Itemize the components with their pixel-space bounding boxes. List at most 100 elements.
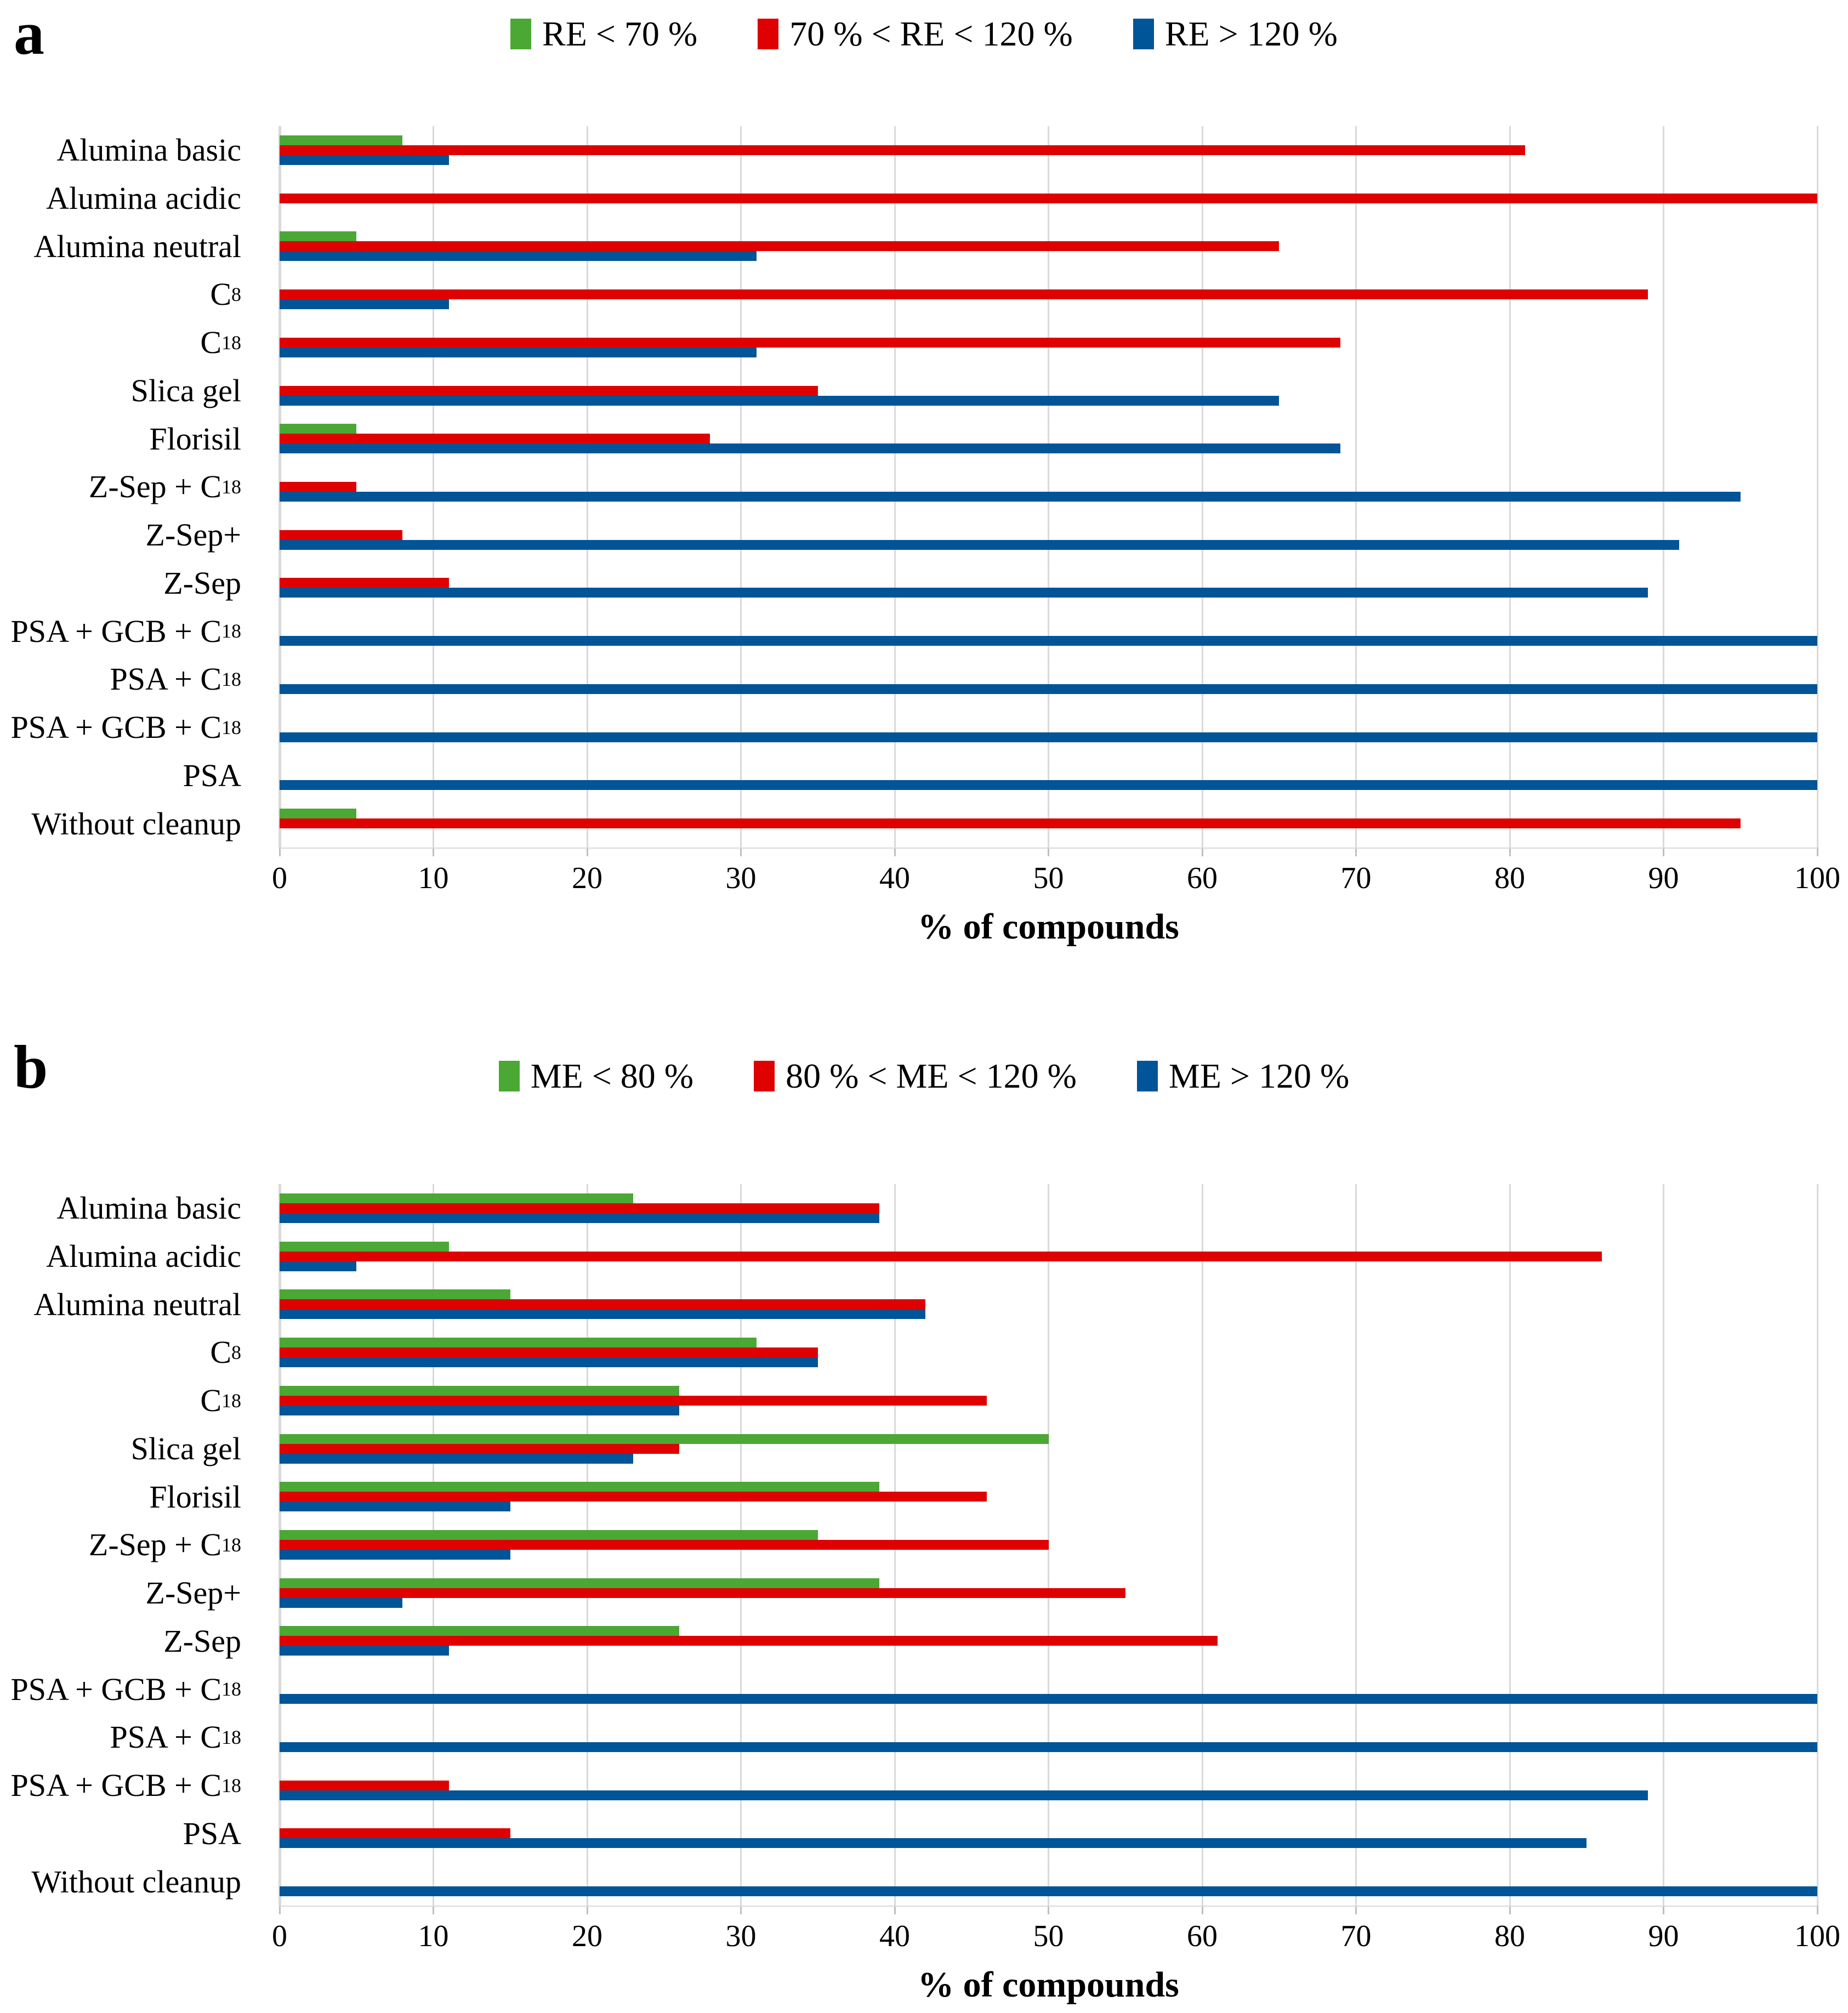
axis-tick-label: 40 (879, 1919, 910, 1953)
bar-b-psa-me-120 (280, 1838, 1587, 1849)
bar-a-alumina-neutral-70-re-120 (280, 241, 1280, 252)
legend-swatch-icon (510, 19, 532, 49)
legend-label: 80 % < ME < 120 % (786, 1056, 1077, 1095)
legend-swatch-icon (758, 19, 779, 49)
gridline (1509, 1184, 1511, 1906)
bar-a-c18-re-120 (280, 347, 757, 357)
bar-a-z-sep-70-re-120 (280, 578, 449, 588)
legend-swatch-icon (498, 1061, 520, 1091)
bar-a-florisil-re-70 (280, 424, 357, 434)
category-label-psa-gcb-c18: PSA + GCB + C 18 (10, 709, 241, 746)
category-label-z-sep: Z-Sep (163, 565, 241, 601)
category-label-psa: PSA (183, 1815, 241, 1851)
axis-tick (740, 1906, 742, 1914)
category-label-slica-gel: Slica gel (130, 372, 241, 408)
x-axis-line (280, 848, 1817, 849)
category-label-c18: C 18 (200, 1383, 241, 1419)
bar-b-z-sep-c18-me-120 (280, 1550, 510, 1560)
axis-tick (586, 848, 588, 856)
legend-item-me-80: ME < 80 % (498, 1059, 693, 1094)
axis-tick-label: 80 (1494, 861, 1525, 895)
chart-a: 0 10 20 30 40 50 60 70 80 90 100 Alumina basic Alumi… (10, 126, 1840, 895)
axis-tick (1816, 848, 1818, 856)
axis-tick-label: 20 (572, 861, 602, 895)
axis-tick (433, 1906, 434, 1914)
bar-b-alumina-basic-me-80 (280, 1193, 634, 1203)
bar-b-alumina-basic-me-120 (280, 1213, 879, 1223)
legend-item-me-120: ME > 120 % (1136, 1059, 1349, 1094)
axis-tick-label: 50 (1033, 861, 1064, 895)
gridline (1816, 126, 1818, 848)
axis-tick-label: 10 (418, 861, 449, 895)
axis-tick (1048, 1906, 1049, 1914)
axis-tick (1355, 848, 1357, 856)
bar-a-alumina-basic-re-120 (280, 155, 449, 165)
axis-tick (740, 848, 742, 856)
bar-b-z-sep-c18-80-me-120 (280, 1540, 1049, 1550)
axis-tick (1816, 1906, 1818, 1914)
bar-a-alumina-acidic-70-re-120 (280, 193, 1817, 203)
legend-b: ME < 80 % 80 % < ME < 120 % ME > 120 % (0, 1059, 1848, 1094)
bar-a-alumina-basic-70-re-120 (280, 145, 1526, 155)
bar-a-z-sep-re-120 (280, 539, 1679, 550)
axis-tick-label: 60 (1187, 861, 1218, 895)
bar-a-florisil-re-120 (280, 443, 1341, 454)
gridline (1355, 1184, 1357, 1906)
category-label-z-sep: Z-Sep+ (145, 517, 241, 553)
bar-a-slica-gel-70-re-120 (280, 385, 818, 396)
category-label-psa-gcb-c18: PSA + GCB + C 18 (10, 613, 241, 649)
axis-tick-label: 30 (725, 861, 757, 895)
legend-item-re-120: RE > 120 % (1133, 16, 1338, 52)
bar-a-psa-re-120 (280, 780, 1817, 791)
bar-b-psa-gcb-c18-me-120 (280, 1790, 1648, 1800)
bar-b-psa-80-me-120 (280, 1828, 510, 1839)
axis-tick (894, 1906, 896, 1914)
bar-b-c18-80-me-120 (280, 1395, 987, 1406)
bar-b-slica-gel-me-80 (280, 1434, 1049, 1444)
category-label-c18: C 18 (200, 325, 241, 361)
legend-label: RE > 120 % (1164, 14, 1338, 53)
axis-tick (586, 1906, 588, 1914)
gridline (1663, 126, 1664, 848)
axis-tick (1509, 1906, 1511, 1914)
axis-tick (1663, 848, 1664, 856)
axis-tick (278, 1906, 281, 1914)
bar-b-c18-me-80 (280, 1385, 680, 1396)
bar-b-alumina-neutral-me-80 (280, 1289, 510, 1300)
category-label-slica-gel: Slica gel (130, 1430, 241, 1466)
bar-a-alumina-neutral-re-120 (280, 251, 757, 261)
bar-b-florisil-80-me-120 (280, 1492, 987, 1502)
bar-a-psa-gcb-c18-re-120 (280, 732, 1817, 742)
bar-b-z-sep-80-me-120 (280, 1588, 1125, 1598)
panel-a: a RE < 70 % 70 % < RE < 120 % RE > 120 % 0… (10, 0, 1840, 945)
category-label-alumina-acidic: Alumina acidic (46, 180, 241, 216)
category-label-florisil: Florisil (149, 420, 241, 457)
bar-a-without-cleanup-re-70 (280, 809, 357, 819)
bar-b-alumina-neutral-me-120 (280, 1309, 926, 1320)
bar-a-psa-c18-re-120 (280, 684, 1817, 694)
bar-a-florisil-70-re-120 (280, 434, 710, 444)
category-label-alumina-basic: Alumina basic (56, 1190, 241, 1226)
category-label-without-cleanup: Without cleanup (31, 805, 241, 841)
axis-tick-label: 30 (725, 1919, 757, 1953)
panel-b: b ME < 80 % 80 % < ME < 120 % ME > 120 % 0… (0, 1007, 1848, 2013)
category-label-psa: PSA (183, 757, 241, 793)
axis-tick-label: 70 (1340, 861, 1372, 895)
bar-a-c18-70-re-120 (280, 337, 1341, 348)
bar-b-z-sep-me-120 (280, 1597, 403, 1608)
bar-b-alumina-acidic-me-120 (280, 1261, 357, 1271)
bar-b-z-sep-80-me-120 (280, 1636, 1218, 1646)
bar-b-florisil-me-120 (280, 1502, 510, 1512)
legend-label: RE < 70 % (542, 14, 698, 53)
panel-label-a: a (14, 0, 44, 67)
bar-b-c8-me-80 (280, 1338, 757, 1348)
legend-item-80-me-120: 80 % < ME < 120 % (754, 1059, 1077, 1094)
category-label-psa-gcb-c18: PSA + GCB + C 18 (10, 1767, 241, 1804)
legend-item-re-70: RE < 70 % (510, 16, 697, 52)
category-label-z-sep-c18: Z-Sep + C 18 (88, 1527, 241, 1563)
bar-b-psa-gcb-c18-me-120 (280, 1694, 1817, 1704)
gridline (1201, 126, 1203, 848)
category-label-florisil: Florisil (149, 1479, 241, 1515)
category-label-alumina-basic: Alumina basic (56, 132, 241, 168)
axis-tick (1048, 848, 1049, 856)
